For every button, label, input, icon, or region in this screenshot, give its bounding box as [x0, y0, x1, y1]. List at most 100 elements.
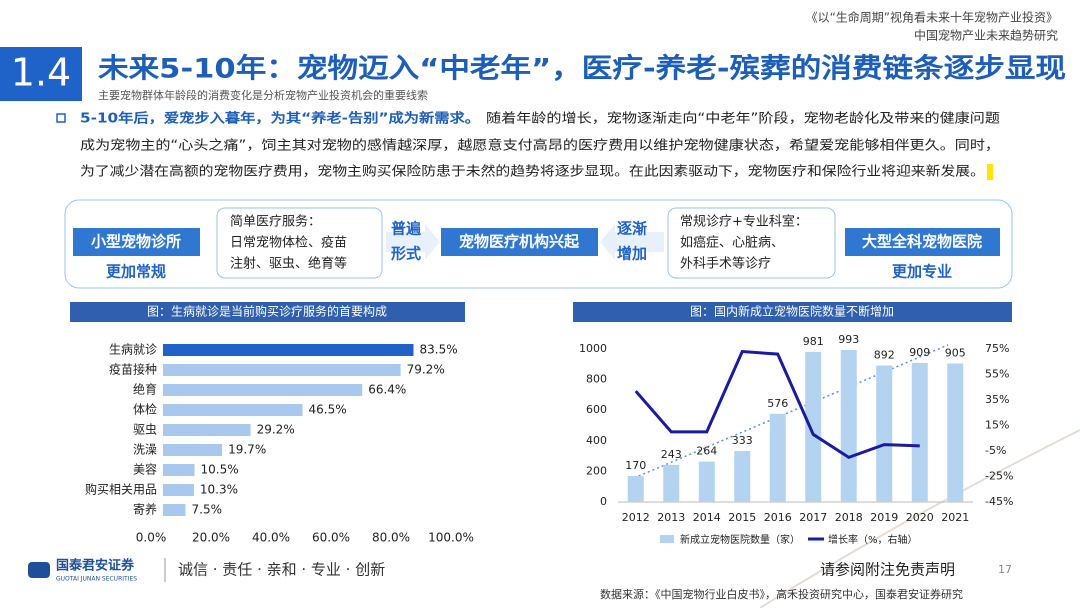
x-tick-label: 2015: [728, 511, 756, 524]
x-tick-label: 0.0%: [136, 531, 167, 545]
report-subtitle: 中国宠物产业未来趋势研究: [914, 28, 1058, 43]
bar: [627, 475, 644, 502]
y-tick-label: 800: [586, 373, 607, 386]
flow-label: 大型全科宠物医院: [862, 233, 982, 251]
value-label: 993: [838, 333, 859, 346]
value-label: 905: [945, 347, 966, 360]
x-tick-label: 20.0%: [192, 531, 230, 545]
y-tick-label: 生病就诊: [109, 342, 157, 357]
bar: [663, 464, 680, 502]
value-label: 264: [696, 445, 717, 458]
flow-diagram: 小型宠物诊所 更加常规 简单医疗服务： 日常宠物体检、疫苗 注射、驱虫、绝育等 …: [64, 199, 1013, 289]
y-tick-label: 绝育: [133, 382, 157, 397]
section-number: 1.4: [11, 51, 71, 95]
disclaimer: 请参阅附注免责声明: [820, 561, 955, 579]
trend-line: [633, 344, 949, 479]
flow-label: 宠物医疗机构兴起: [459, 233, 580, 251]
bar: [840, 350, 857, 502]
bar: [163, 344, 414, 356]
arrow: [600, 224, 664, 260]
arrow: [386, 224, 440, 260]
flow-note: 更加常规: [106, 263, 166, 281]
value-label: 909: [909, 346, 930, 359]
x-tick-label: 2014: [693, 511, 721, 524]
source: 数据来源：《中国宠物行业白皮书》，高禾投资研究中心，国泰君安证券研究: [600, 587, 963, 601]
bar: [947, 363, 964, 502]
bullet-icon: [56, 113, 66, 123]
bullet-line: 为了减少潜在高额的宠物医疗费用，宠物主购买保险防患于未然的趋势将逐步显现。在此因…: [80, 164, 985, 180]
highlight: [987, 164, 993, 180]
flow-box-text: 外科手术等诊疗: [680, 256, 771, 272]
arrow-label: 形式: [391, 245, 421, 263]
value-label: 29.2%: [257, 423, 295, 437]
value-label: 46.5%: [309, 403, 347, 417]
arrow-label: 普遍: [391, 220, 422, 238]
x-tick-label: 2016: [764, 511, 792, 524]
x-tick-label: 60.0%: [312, 531, 350, 545]
value-label: 66.4%: [368, 383, 406, 397]
bullet-bold: 5-10年后，爱宠步入暮年，为其“养老-告别”成为新需求。: [80, 111, 480, 127]
flow-node: [441, 228, 598, 256]
chart-title: 图：生病就诊是当前购买诊疗服务的首要构成: [147, 304, 387, 319]
y2-tick-label: 15%: [985, 419, 1009, 432]
y-tick-label: 疫苗接种: [109, 362, 157, 377]
flow-note: 更加专业: [892, 263, 952, 281]
section-subtitle: 主要宠物群体年龄段的消费变化是分析宠物产业投资机会的重要线索: [98, 88, 428, 102]
y-tick-label: 600: [586, 403, 607, 416]
bar: [163, 384, 363, 396]
report-title: 《以“生命周期”视角看未来十年宠物产业投资》: [806, 10, 1058, 25]
bar: [163, 444, 223, 456]
arrow-label: 增加: [617, 245, 647, 263]
value-label: 170: [625, 459, 646, 472]
bar: [698, 461, 715, 502]
x-tick-label: 80.0%: [372, 531, 410, 545]
chart-title-bar: [573, 302, 1012, 322]
flow-box: [667, 207, 836, 279]
bar: [734, 451, 751, 502]
flow-box-text: 简单医疗服务：: [230, 214, 321, 230]
x-tick-label: 40.0%: [252, 531, 290, 545]
y2-tick-label: 35%: [985, 393, 1009, 406]
section-title: 未来5-10年：宠物迈入“中老年”，医疗-养老-殡葬的消费链条逐步显现: [98, 53, 1066, 85]
value-label: 576: [767, 397, 788, 410]
y2-tick-label: -25%: [985, 470, 1013, 483]
bar: [769, 413, 786, 502]
y2-tick-label: -45%: [985, 495, 1013, 508]
decor-curve: [759, 429, 1080, 608]
bar: [163, 504, 186, 516]
y2-tick-label: 55%: [985, 368, 1009, 381]
legend-label: 增长率（%，右轴）: [828, 533, 918, 546]
value-label: 333: [732, 434, 753, 447]
y-tick-label: 驱虫: [133, 423, 157, 437]
chart-title-bar: [70, 302, 465, 322]
chart-title: 图：国内新成立宠物医院数量不断增加: [690, 304, 894, 319]
bar: [911, 362, 928, 502]
y2-tick-label: 75%: [985, 342, 1009, 355]
section-box: [0, 47, 82, 101]
flow-box-text: 日常宠物体检、疫苗: [230, 235, 347, 251]
bullet-line: 成为宠物主的“心头之痛”，饲主其对宠物的感情越深厚，越愿意支付高昂的医疗费用以维…: [80, 138, 1000, 154]
bar: [163, 424, 251, 436]
value-label: 981: [803, 335, 824, 348]
flow-box-text: 如癌症、心脏病、: [680, 235, 784, 251]
x-tick-label: 2012: [622, 511, 650, 524]
y-tick-label: 寄养: [133, 502, 157, 517]
page-number: 17: [998, 563, 1012, 576]
flow-box-text: 常规诊疗+专业科室：: [680, 214, 808, 230]
value-label: 79.2%: [407, 363, 445, 377]
arrow-label: 逐渐: [617, 220, 647, 238]
x-tick-label: 100.0%: [428, 531, 474, 545]
y-tick-label: 0: [600, 495, 607, 508]
bar: [163, 364, 401, 376]
value-label: 10.3%: [200, 483, 238, 497]
logo: [28, 562, 50, 578]
value-label: 83.5%: [420, 343, 458, 357]
bar: [163, 464, 195, 476]
y2-tick-label: -5%: [985, 444, 1006, 457]
company: 国泰君安证券: [56, 558, 135, 574]
y-tick-label: 200: [586, 464, 607, 477]
flow-box: [216, 207, 383, 279]
line: [634, 349, 920, 460]
bullet-line: 随着年龄的增长，宠物逐渐走向“中老年”阶段，宠物老龄化及带来的健康问题: [486, 111, 1000, 127]
